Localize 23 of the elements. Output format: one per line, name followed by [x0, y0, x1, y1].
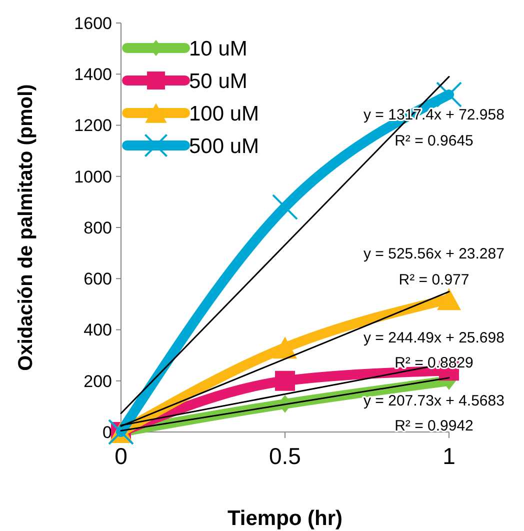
x-tick-label: 1 — [442, 443, 456, 469]
legend-label: 10 uM — [189, 37, 248, 60]
annotation: R² = 0.9942 — [394, 417, 474, 434]
y-tick-label: 1200 — [74, 116, 112, 136]
annotation: R² = 0.977 — [398, 271, 470, 288]
legend-label: 100 uM — [189, 102, 260, 126]
annotation: y = 207.73x + 4.5683 — [364, 392, 504, 410]
y-tick-label: 800 — [84, 218, 112, 238]
x-axis-title: Tiempo (hr) — [227, 507, 343, 530]
annotation: R² = 0.9645 — [394, 132, 474, 150]
y-tick-label: 1400 — [74, 65, 112, 84]
y-tick-label: 600 — [84, 270, 112, 289]
y-tick-label: 0 — [102, 422, 112, 442]
x-tick-label: 0.5 — [269, 443, 301, 469]
legend-label: 500 uM — [189, 134, 260, 158]
y-tick-label: 1600 — [74, 14, 112, 33]
y-tick-label: 400 — [84, 320, 112, 340]
legend-label: 50 uM — [189, 70, 248, 93]
y-tick-label: 1000 — [74, 167, 112, 186]
annotation: y = 525.56x + 23.287 — [364, 245, 504, 262]
y-tick-label: 200 — [84, 372, 112, 391]
y-axis-title: Oxidación de palmitato (pmol) — [15, 84, 37, 371]
annotation: y = 244.49x + 25.698 — [364, 329, 504, 346]
